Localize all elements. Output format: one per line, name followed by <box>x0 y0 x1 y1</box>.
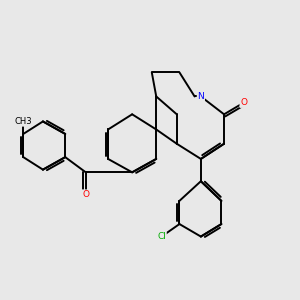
Text: N: N <box>197 92 204 101</box>
Text: Cl: Cl <box>157 232 166 241</box>
Text: O: O <box>240 98 247 107</box>
Text: O: O <box>82 190 89 199</box>
Text: CH3: CH3 <box>14 117 32 126</box>
